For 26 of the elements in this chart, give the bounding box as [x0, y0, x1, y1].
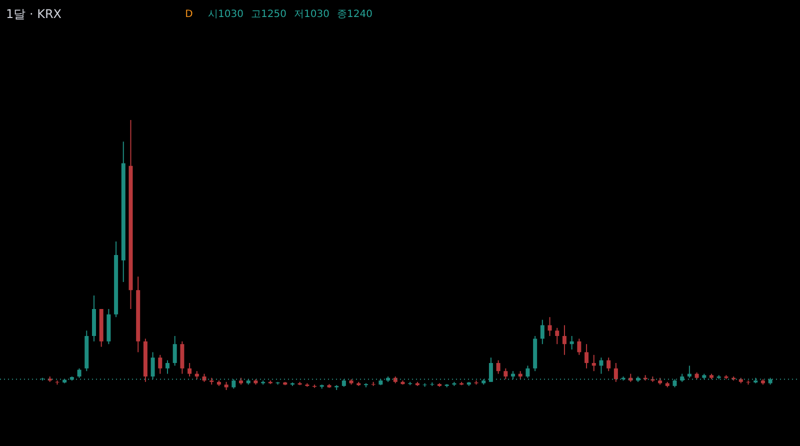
text: 종1240	[337, 9, 372, 20]
candlestick	[687, 365, 692, 378]
candlestick	[77, 368, 82, 378]
candlestick	[592, 354, 596, 372]
candlestick	[540, 319, 544, 345]
candlestick	[158, 354, 162, 374]
candlestick	[562, 324, 566, 356]
candlestick	[614, 362, 618, 382]
chart-title: 1달 · KRX	[6, 7, 62, 21]
candlestick	[599, 357, 604, 374]
candlestick	[555, 327, 560, 345]
candlestick	[584, 344, 589, 369]
candlestick	[548, 316, 552, 336]
candlestick	[570, 336, 574, 350]
candlestick	[166, 360, 170, 374]
candlestick	[606, 357, 611, 372]
candlestick	[172, 336, 177, 366]
candlestick	[577, 338, 582, 356]
candlestick	[188, 362, 192, 377]
candlestick	[496, 360, 500, 374]
text: D	[185, 9, 194, 20]
candlestick	[526, 365, 530, 378]
text: 시1030	[208, 9, 244, 20]
text: 저1030	[294, 9, 330, 20]
text: 고1250	[251, 9, 286, 20]
candlestick	[504, 368, 508, 380]
